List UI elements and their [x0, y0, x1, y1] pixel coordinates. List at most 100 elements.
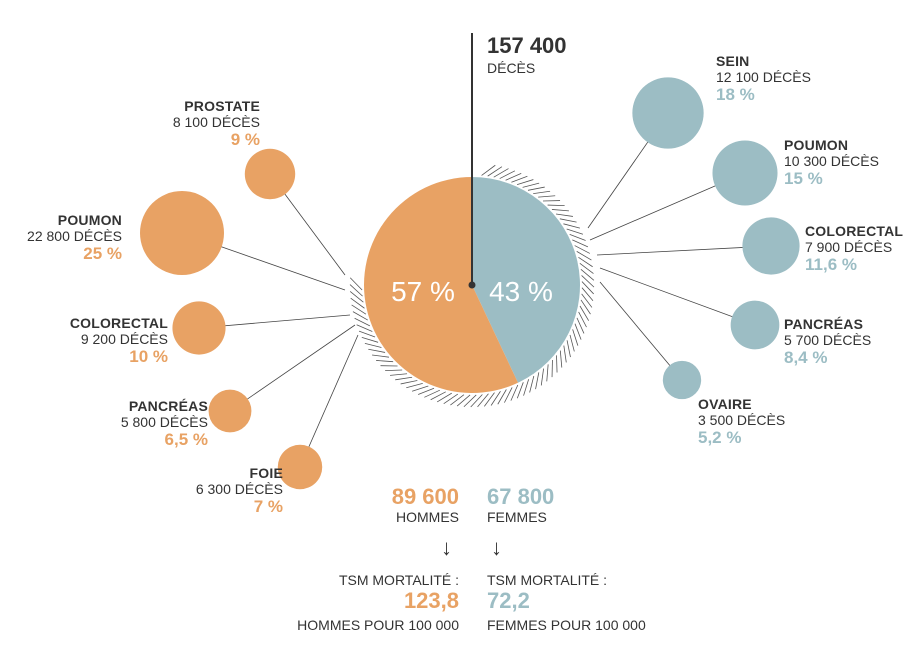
hatch-stroke	[529, 375, 535, 393]
hatch-stroke	[511, 175, 528, 183]
women-site-bubble	[712, 140, 778, 206]
hatch-stroke	[580, 269, 595, 281]
site-pct: 8,4 %	[784, 348, 828, 368]
hatch-stroke	[376, 360, 394, 363]
site-pct: 18 %	[716, 85, 755, 105]
hatch-stroke	[477, 393, 489, 408]
pie-slice-women	[472, 177, 581, 383]
hatch-stroke	[436, 392, 452, 403]
hatch-stroke	[484, 392, 495, 407]
hatch-stroke	[581, 293, 593, 308]
hatch-stroke	[547, 204, 565, 207]
leader-line	[599, 267, 756, 326]
hatch-stroke	[430, 391, 446, 401]
men-site-bubble	[172, 301, 226, 355]
hatch-stroke	[559, 218, 577, 223]
hatch-stroke	[566, 228, 584, 235]
site-name: OVAIRE	[698, 396, 752, 412]
hatch-stroke	[356, 324, 373, 332]
hatch-stroke	[368, 348, 386, 353]
total-deaths-value: 157 400	[487, 33, 567, 58]
hatch-stroke	[406, 382, 423, 389]
hatch-stroke	[563, 223, 581, 229]
hatch-stroke	[505, 173, 522, 181]
site-deaths: 7 900 DÉCÈS	[805, 239, 893, 256]
hatch-stroke	[516, 179, 534, 186]
site-name: POUMON	[784, 137, 849, 153]
site-name: COLORECTAL	[805, 223, 904, 239]
men-site-bubble	[244, 148, 296, 200]
women-site-sein: SEIN 12 100 DÉCÈS 18 %	[716, 53, 811, 105]
hatch-stroke	[361, 336, 379, 343]
site-pct: 6,5 %	[164, 430, 208, 450]
hatch-stroke	[533, 190, 551, 194]
arrow-down-icon: ↓	[491, 535, 502, 560]
site-pct: 11,6 %	[805, 255, 857, 275]
hatch-stroke	[499, 170, 516, 179]
site-deaths: 22 800 DÉCÈS	[27, 228, 122, 245]
site-pct: 5,2 %	[698, 428, 742, 448]
hatch-stroke	[456, 394, 471, 407]
leader-line	[299, 334, 359, 468]
women-tsm-label: TSM MORTALITÉ :	[487, 572, 608, 588]
hatch-stroke	[424, 389, 441, 398]
hatch-stroke	[510, 384, 519, 401]
hatch-stroke	[372, 354, 390, 358]
site-pct: 9 %	[230, 130, 260, 150]
site-deaths: 8 100 DÉCÈS	[172, 114, 260, 131]
site-pct: 7 %	[253, 497, 283, 517]
hatch-stroke	[574, 245, 591, 254]
hatch-stroke	[400, 380, 418, 385]
hatch-stroke	[470, 394, 483, 408]
site-name: PROSTATE	[184, 98, 260, 114]
site-name: POUMON	[57, 212, 122, 228]
site-name: PANCRÉAS	[128, 398, 208, 414]
site-name: COLORECTAL	[69, 315, 168, 331]
hatch-stroke	[574, 323, 582, 340]
hatch-stroke	[569, 234, 586, 241]
site-name: PANCRÉAS	[784, 316, 864, 332]
pie-slice-men	[364, 177, 518, 393]
men-site-bubble	[277, 444, 323, 490]
hatch-stroke	[569, 334, 575, 352]
hatch-stroke	[395, 376, 413, 381]
hatch-stroke	[351, 304, 367, 315]
men-site-bubble	[208, 389, 252, 433]
hatch-stroke	[490, 391, 501, 406]
hatch-stroke	[350, 297, 365, 309]
hatch-stroke	[579, 262, 594, 274]
men-site-foie: FOIE 6 300 DÉCÈS 7 %	[196, 465, 283, 517]
hatch-stroke	[443, 393, 459, 405]
arrow-down-icon: ↓	[441, 535, 452, 560]
hatch-stroke	[540, 368, 544, 386]
hatch-stroke	[493, 168, 509, 178]
hatch-stroke	[555, 213, 573, 217]
women-total: 67 800 FEMMES	[487, 484, 554, 525]
women-site-bubble	[632, 77, 704, 149]
hatch-stroke	[566, 340, 571, 358]
leader-line	[596, 245, 772, 256]
hatch-stroke	[497, 389, 507, 405]
site-deaths: 5 700 DÉCÈS	[784, 332, 872, 349]
hatch-stroke	[551, 209, 569, 212]
women-site-poumon: POUMON 10 300 DÉCÈS 15 %	[784, 137, 879, 189]
hatch-stroke	[349, 277, 363, 291]
hatch-stroke	[581, 281, 594, 295]
site-deaths: 5 800 DÉCÈS	[120, 414, 208, 431]
women-tsm: TSM MORTALITÉ : 72,2 FEMMES POUR 100 000	[487, 572, 646, 633]
men-site-prostate: PROSTATE 8 100 DÉCÈS 9 %	[173, 98, 260, 150]
men-site-bubble	[140, 191, 224, 275]
hatch-stroke	[578, 311, 587, 328]
women-site-bubble	[742, 217, 800, 275]
women-site-bubble	[730, 300, 780, 350]
hatch-stroke	[463, 394, 477, 408]
site-name: FOIE	[249, 465, 283, 481]
women-label: FEMMES	[487, 509, 547, 526]
hatch-stroke	[487, 166, 503, 177]
hatch-ring	[349, 164, 595, 408]
men-label: HOMMES	[396, 509, 459, 526]
hatch-stroke	[572, 329, 579, 346]
hatch-stroke	[411, 385, 429, 392]
hatch-stroke	[349, 291, 364, 303]
